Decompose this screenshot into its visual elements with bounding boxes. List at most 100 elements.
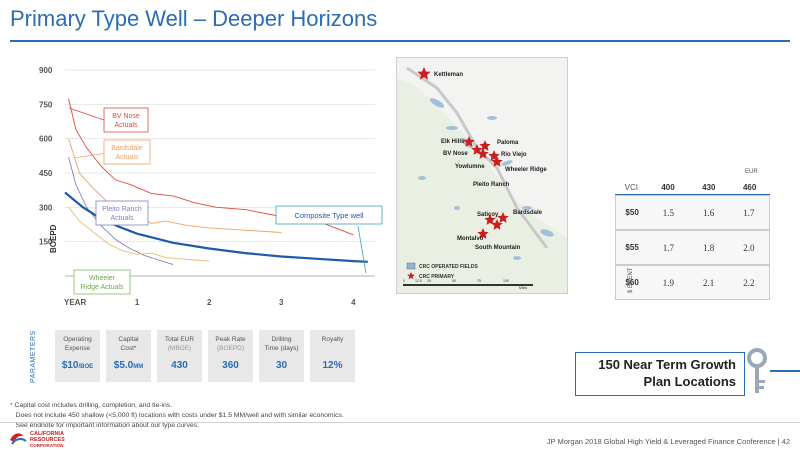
param-header-l2: Expense	[64, 344, 91, 352]
logo-text-3: CORPORATION	[30, 443, 63, 448]
y-axis-label: BOEPD	[49, 224, 58, 253]
cell-value: 1.9	[662, 277, 674, 288]
bvnose-callout-l2: Actuals	[115, 122, 138, 129]
eur-label: EUR	[745, 169, 758, 175]
cell-value: 1.6	[702, 207, 715, 218]
map-location-label: Pleito Ranch	[473, 182, 510, 188]
footer-divider	[0, 422, 800, 423]
y-tick-label: 300	[39, 203, 53, 212]
param-value: 430	[171, 360, 188, 371]
param-value: $10	[61, 360, 79, 371]
map-labels: Kettleman Elk Hills BV Nose Paloma Rio Viejo…	[434, 72, 547, 251]
param-header-l2: Time (days)	[264, 344, 299, 352]
sensitivity-matrix: EUR VCI 400 430 460 $50 1.5 1.6 1.7 $55 …	[615, 169, 770, 300]
vci-label: VCI	[624, 182, 638, 192]
series-line-2	[68, 156, 174, 266]
scale-tick-label: 12.5	[415, 279, 422, 283]
matrix-row: $60 1.9 2.1 2.2	[615, 265, 770, 300]
map-star-icon	[491, 219, 503, 230]
legend-field-swatch	[406, 262, 416, 270]
x-tick-label: 2	[207, 298, 212, 307]
composite-callout-label: Composite Type well	[294, 211, 363, 220]
cell-value: 1.7	[743, 207, 755, 218]
legend-fields-label: CRC OPERATED FIELDS	[419, 264, 478, 270]
y-axis-ticks: 150 300 450 600 750 900	[39, 66, 53, 247]
pleito-callout	[95, 200, 149, 226]
map-star-icon	[497, 212, 509, 223]
param-header-l1: Operating	[63, 336, 92, 343]
map-location-label: Wheeler Ridge	[505, 167, 547, 173]
footnote-asterisk: *	[10, 402, 13, 409]
footnote-2: Does not include 450 shallow (<5,000 ft)…	[15, 411, 344, 419]
param-value: 360	[222, 360, 239, 371]
map-location-label: Saticoy	[477, 212, 499, 218]
key-icon	[747, 348, 767, 393]
bardsdale-callout-l1: Bardsdale	[111, 145, 143, 152]
company-logo: CALIFORNIA RESOURCES CORPORATION	[10, 431, 65, 448]
scale-tick-label: 50	[452, 279, 456, 283]
map-star-icon	[491, 156, 503, 167]
param-header-l1: Capital	[118, 336, 139, 343]
param-header-sub: (MBOE)	[167, 344, 192, 352]
chart-annotations: BV Nose Actuals Bardsdale Actuals Pleito…	[68, 107, 383, 295]
x-axis-label: YEAR	[64, 298, 86, 307]
map-location-label: Rio Viejo	[501, 152, 527, 158]
map-location-label: Paloma	[497, 140, 519, 146]
bardsdale-leader	[73, 152, 108, 159]
scale-tick-label: 0	[403, 279, 405, 283]
matrix-row: $55 1.7 1.8 2.0	[615, 230, 770, 265]
logo-text-2: RESOURCES	[30, 437, 65, 443]
param-header-l1: Royalty	[321, 336, 344, 343]
legend-star-icon	[407, 272, 415, 280]
title-divider	[10, 40, 790, 42]
wheeler-callout-l2: Ridge Actuals	[81, 284, 124, 291]
map-canvas: Kettleman Elk Hills BV Nose Paloma Rio Viejo…	[397, 66, 567, 293]
footnotes: * Capital cost includes drilling, comple…	[10, 401, 344, 431]
map-star-icon	[417, 67, 431, 80]
param-value: 12%	[322, 360, 343, 371]
pleito-callout-l2: Actuals	[111, 215, 134, 222]
y-tick-label: 900	[39, 66, 53, 75]
map-star-icon	[477, 228, 489, 239]
footnote-1: Capital cost includes drilling, completi…	[14, 402, 173, 409]
logo-mark	[10, 433, 24, 442]
scale-unit-label: Miles	[519, 286, 527, 290]
y-tick-label: 450	[39, 169, 53, 178]
type-well-chart: 150 300 450 600 750 900 1 2 3 4 BOEPD YEAR BV No…	[39, 66, 383, 307]
param-peak-rate: Peak Rate (BOEPD) 360	[208, 330, 253, 382]
legend-primary-label: CRC PRIMARY	[419, 274, 455, 280]
map-star-icon	[463, 136, 475, 147]
bardsdale-callout	[103, 139, 151, 165]
brent-axis-label: $ BRENT	[628, 267, 634, 293]
scale-tick-label: 75	[477, 279, 481, 283]
y-tick-label: 600	[39, 135, 53, 144]
param-royalty: Royalty 12%	[310, 330, 355, 382]
param-header-l2: Cost*	[120, 344, 137, 352]
param-value: $5.0	[113, 360, 134, 371]
cell-value: 2.1	[702, 277, 715, 288]
growth-line-1: 150 Near Term Growth	[598, 357, 736, 372]
wheeler-callout	[73, 269, 131, 295]
cell-value: 1.5	[662, 207, 674, 218]
callout-connector	[770, 370, 800, 372]
location-map: Kettleman Elk Hills BV Nose Paloma Rio Viejo…	[396, 57, 568, 294]
cell-value: 2.2	[743, 277, 755, 288]
row-label: $55	[625, 243, 639, 252]
param-unit: /BOE	[78, 364, 94, 370]
growth-callout: 150 Near Term Growth Plan Locations	[575, 352, 745, 396]
matrix-row: $50 1.5 1.6 1.7	[615, 195, 770, 230]
series-line-3	[68, 207, 210, 262]
pleito-callout-l1: Pleito Ranch	[102, 206, 142, 213]
x-tick-label: 1	[135, 298, 140, 307]
conference-footer: JP Morgan 2018 Global High Yield & Lever…	[546, 437, 790, 446]
x-tick-label: 4	[351, 298, 356, 307]
param-total-eur: Total EUR (MBOE) 430	[157, 330, 202, 382]
cell-value: 2.0	[743, 242, 755, 253]
col-header: 430	[702, 182, 716, 192]
scale-bar-line	[403, 284, 533, 286]
page-title: Primary Type Well – Deeper Horizons	[10, 6, 378, 31]
bardsdale-callout-l2: Actuals	[116, 154, 139, 161]
map-star-icon	[479, 140, 491, 151]
matrix-header: VCI 400 430 460	[615, 180, 770, 195]
cell-value: 1.8	[702, 242, 715, 253]
